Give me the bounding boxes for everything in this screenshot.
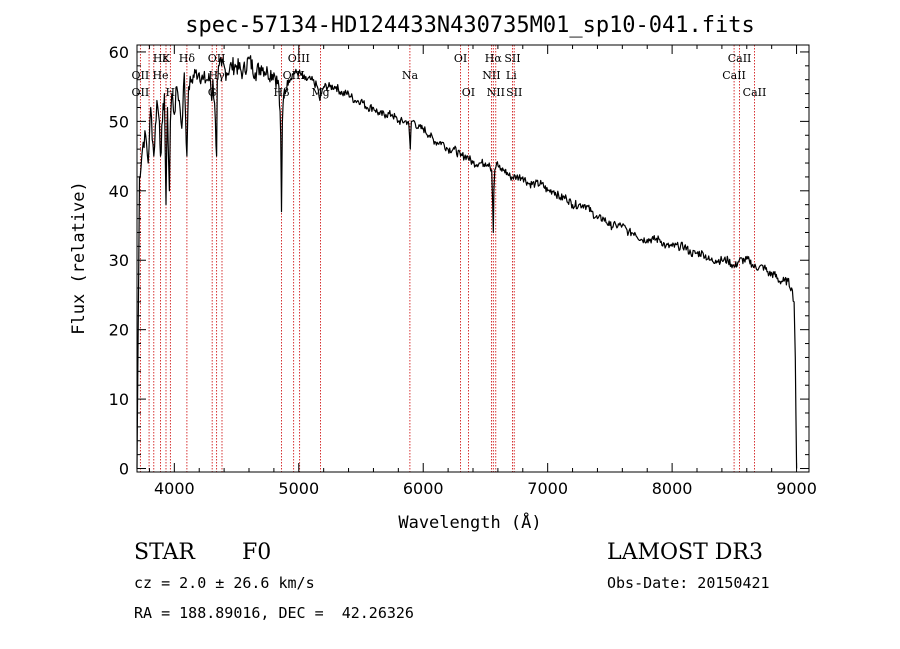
spectral-line-label: OIII [283, 69, 305, 82]
y-tick-label: 20 [109, 321, 129, 340]
y-tick-label: 10 [109, 390, 129, 409]
survey-name: LAMOST DR3 [607, 540, 763, 565]
axis-ticks: 4000 5000 6000 7000 8000 9000 0 10 20 30 40 50 60 [109, 43, 817, 498]
spectral-line-label: Mg [311, 86, 329, 99]
spectral-line-label: Hγ [209, 69, 226, 82]
x-tick-label: 4000 [154, 479, 195, 498]
spectral-line-label: K [162, 52, 171, 65]
spectral-line-label: NII [482, 69, 500, 82]
spectral-line-label: Hα [485, 52, 503, 65]
object-class: STAR [134, 540, 195, 565]
spectral-line-label: G [208, 86, 217, 99]
x-tick-label: 6000 [403, 479, 444, 498]
y-tick-label: 50 [109, 112, 129, 131]
spectral-line-label: OII [132, 86, 150, 99]
spectral-line-label: NII [487, 86, 505, 99]
x-tick-label: 5000 [278, 479, 319, 498]
spectral-line-label: OIII [288, 52, 310, 65]
chart-title: spec-57134-HD124433N430735M01_sp10-041.f… [185, 13, 755, 38]
coordinates: RA = 188.89016, DEC = 42.26326 [134, 604, 414, 622]
spectral-line-label: OII [132, 69, 150, 82]
x-tick-label: 8000 [652, 479, 693, 498]
y-tick-label: 0 [119, 460, 129, 479]
spectral-line-label: OII [208, 52, 226, 65]
spectral-line-label: CaII [728, 52, 752, 65]
spectral-line-label: SII [506, 86, 522, 99]
emission-line-markers [139, 45, 755, 472]
spectral-line-label: CaII [722, 69, 746, 82]
spectral-line-label: H [166, 86, 176, 99]
spectrum-line [136, 55, 798, 469]
x-tick-label: 9000 [776, 479, 817, 498]
spectral-line-label: OI [462, 86, 475, 99]
spectral-line-label: SII [504, 52, 520, 65]
spectral-line-label: Li [506, 69, 517, 82]
redshift-cz: cz = 2.0 ± 26.6 km/s [134, 574, 315, 592]
y-tick-label: 60 [109, 43, 129, 62]
spectral-line-label: OI [454, 52, 467, 65]
y-axis-label: Flux (relative) [69, 181, 89, 335]
spectral-line-label: He [152, 69, 168, 82]
x-axis-label: Wavelength (Å) [398, 511, 541, 533]
obs-date: Obs-Date: 20150421 [607, 574, 770, 592]
x-tick-label: 7000 [527, 479, 568, 498]
spectral-line-label: Hβ [274, 86, 290, 99]
spectral-line-label: Hε [153, 52, 169, 65]
y-tick-label: 30 [109, 251, 129, 270]
y-tick-label: 40 [109, 182, 129, 201]
spectral-line-label: CaII [743, 86, 767, 99]
spectral-line-label: Na [402, 69, 419, 82]
object-subclass: F0 [242, 540, 272, 565]
spectral-line-label: Hδ [179, 52, 196, 65]
